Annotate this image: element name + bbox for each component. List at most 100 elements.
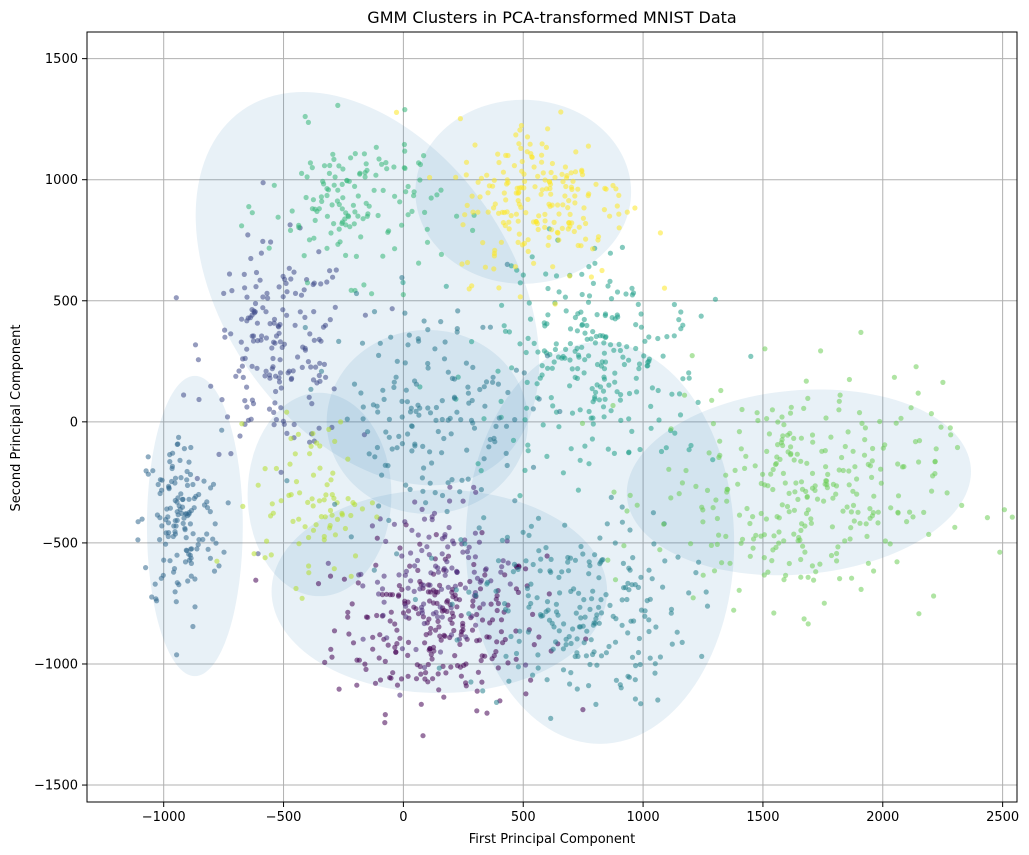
axis-ticks: −1000 −500 0 500 1000 1500 2000 2500−1500−1000−…	[34, 52, 1019, 825]
cluster-point	[358, 390, 364, 396]
cluster-point	[306, 534, 312, 541]
cluster-point	[527, 316, 534, 322]
cluster-point	[671, 301, 678, 308]
cluster-point	[415, 611, 422, 617]
cluster-point	[822, 448, 828, 454]
cluster-point	[381, 573, 387, 579]
cluster-point	[637, 661, 643, 668]
cluster-point	[411, 604, 417, 610]
cluster-point	[513, 367, 520, 373]
cluster-point	[405, 608, 412, 614]
cluster-point	[384, 635, 390, 641]
cluster-point	[616, 192, 622, 198]
cluster-point	[417, 578, 423, 585]
cluster-point	[530, 672, 536, 678]
cluster-point	[494, 639, 500, 645]
cluster-point	[187, 521, 193, 527]
cluster-point	[599, 267, 605, 274]
cluster-point	[398, 676, 405, 682]
y-tick-label: −1000	[34, 657, 78, 672]
cluster-point	[638, 574, 644, 580]
cluster-point	[333, 267, 339, 273]
cluster-point	[393, 649, 399, 655]
cluster-point	[455, 308, 461, 314]
cluster-point	[276, 379, 283, 385]
cluster-point	[566, 634, 572, 640]
cluster-point	[543, 545, 549, 551]
cluster-point	[463, 680, 469, 686]
cluster-point	[724, 489, 730, 495]
cluster-point	[562, 164, 569, 170]
cluster-point	[498, 239, 504, 245]
cluster-point	[270, 364, 276, 370]
cluster-point	[150, 468, 156, 474]
cluster-point	[292, 322, 298, 328]
cluster-point	[586, 571, 592, 577]
cluster-point	[769, 558, 775, 564]
cluster-point	[458, 673, 464, 679]
cluster-point	[587, 661, 593, 668]
cluster-point	[327, 507, 334, 514]
cluster-point	[560, 667, 567, 673]
cluster-point	[299, 364, 305, 370]
cluster-point	[452, 653, 458, 659]
cluster-point	[567, 273, 573, 279]
cluster-point	[491, 266, 497, 272]
cluster-point	[445, 544, 451, 550]
cluster-point	[503, 423, 510, 429]
cluster-point	[801, 405, 807, 411]
cluster-point	[513, 586, 520, 592]
cluster-point	[392, 644, 398, 651]
cluster-point	[339, 206, 345, 212]
cluster-point	[437, 633, 443, 639]
cluster-point	[602, 359, 609, 365]
cluster-point	[403, 189, 409, 195]
cluster-point	[634, 502, 640, 508]
cluster-point	[321, 497, 327, 503]
cluster-point	[424, 544, 430, 550]
cluster-point	[534, 595, 540, 601]
cluster-point	[488, 601, 494, 607]
cluster-point	[678, 309, 684, 315]
cluster-point	[568, 170, 574, 176]
cluster-point	[845, 429, 851, 435]
cluster-point	[480, 240, 486, 246]
cluster-point	[516, 231, 522, 237]
cluster-point	[334, 198, 340, 204]
cluster-point	[196, 537, 202, 543]
cluster-point	[718, 387, 724, 394]
cluster-point	[798, 458, 804, 464]
cluster-point	[474, 611, 480, 618]
cluster-point	[626, 587, 632, 593]
cluster-point	[717, 452, 723, 458]
cluster-point	[442, 339, 448, 345]
cluster-point	[192, 342, 199, 348]
cluster-point	[487, 324, 493, 330]
cluster-point	[710, 421, 717, 427]
cluster-point	[491, 250, 497, 256]
cluster-point	[632, 696, 639, 702]
cluster-point	[940, 379, 946, 385]
cluster-point	[539, 159, 545, 165]
cluster-point	[505, 660, 511, 666]
cluster-point	[567, 211, 573, 217]
cluster-point	[427, 410, 434, 416]
cluster-point	[700, 519, 706, 525]
cluster-point	[527, 141, 533, 147]
cluster-point	[553, 341, 559, 347]
cluster-point	[635, 584, 642, 591]
cluster-point	[788, 404, 794, 410]
cluster-point	[724, 498, 730, 504]
cluster-point	[405, 431, 411, 437]
cluster-point	[525, 442, 531, 448]
cluster-point	[603, 592, 609, 598]
cluster-point	[363, 666, 369, 673]
cluster-point	[928, 411, 935, 417]
cluster-point	[479, 679, 485, 685]
cluster-point	[616, 225, 622, 231]
cluster-point	[479, 530, 485, 536]
cluster-point	[575, 366, 581, 372]
cluster-point	[411, 193, 417, 199]
y-tick-label: 1000	[45, 173, 78, 188]
